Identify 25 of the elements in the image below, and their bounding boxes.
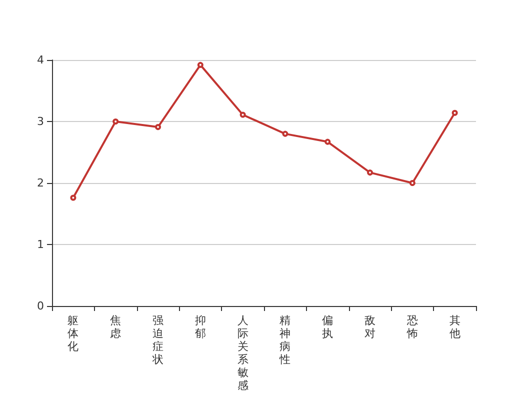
x-tick-label: 敌对 <box>364 314 376 340</box>
y-tick-label: 1 <box>37 238 44 251</box>
point <box>70 194 76 201</box>
x-tick-label: 人际关系敏感 <box>237 314 248 392</box>
x-tick-label: 恐怖 <box>406 314 418 340</box>
point <box>282 130 288 137</box>
y-tick-label: 2 <box>37 176 44 190</box>
x-tick-label: 精神病性 <box>278 314 291 366</box>
point <box>240 112 246 118</box>
x-tick-label: 抑郁 <box>194 314 206 340</box>
y-tick-label: 0 <box>37 300 44 312</box>
y-tick-label: 4 <box>37 54 44 66</box>
point <box>367 170 373 176</box>
x-tick-label: 偏执 <box>322 314 334 340</box>
point <box>452 110 458 116</box>
point <box>409 180 416 186</box>
y-tick-label: 3 <box>37 115 44 128</box>
point <box>112 118 119 124</box>
x-tick-label: 躯体化 <box>68 314 79 353</box>
point <box>324 138 331 145</box>
x-tick-label: 焦虑 <box>110 314 122 340</box>
x-tick-label: 强迫症状 <box>152 314 164 366</box>
point <box>197 62 204 68</box>
x-tick-label: 其他 <box>449 314 460 340</box>
point <box>155 124 161 130</box>
